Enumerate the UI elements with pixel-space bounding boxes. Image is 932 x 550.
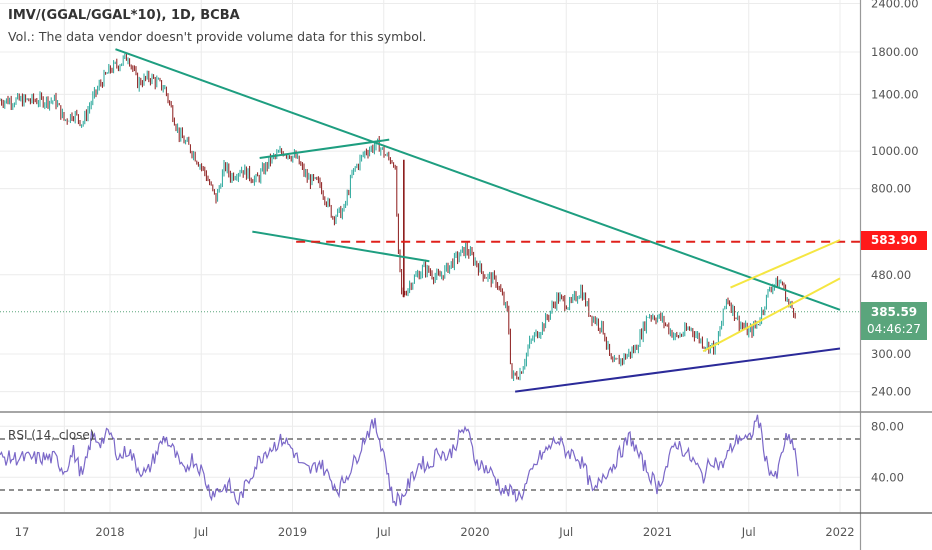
price-tick-label: 480.00 [871, 268, 911, 282]
volume-note: Vol.: The data vendor doesn't provide vo… [8, 29, 427, 44]
rsi-tick-label: 40.00 [871, 470, 904, 484]
grid-lines [0, 0, 860, 512]
time-tick-label: 2021 [643, 525, 672, 539]
drawing-triangle-lower[interactable] [252, 230, 430, 263]
price-tick-label: 800.00 [871, 182, 911, 196]
price-tick-label: 300.00 [871, 347, 911, 361]
time-tick-label: 2022 [825, 525, 854, 539]
rsi-line [0, 414, 799, 507]
time-tick-label: 2020 [460, 525, 489, 539]
rsi-tick-label: 80.00 [871, 419, 904, 433]
time-tick-label: Jul [376, 525, 391, 539]
last-price: 385.59 [870, 305, 918, 319]
price-tick-label: 2400.00 [871, 0, 919, 11]
time-tick-label: Jul [558, 525, 573, 539]
drawing-rising-channel-upper[interactable] [730, 239, 841, 289]
last-price-tag: 385.59 04:46:27 [861, 302, 927, 340]
drawing-ascending-support[interactable] [515, 347, 841, 393]
rsi-pane [0, 414, 799, 507]
time-tick-label: Jul [193, 525, 208, 539]
time-axis-labels[interactable]: 17 2018 Jul 2019 Jul 2020 Jul 2021 Jul 2022 [15, 525, 855, 539]
price-tick-label: 1000.00 [871, 144, 919, 158]
price-candles [0, 52, 860, 381]
price-tick-label: 240.00 [871, 385, 911, 399]
time-tick-label: 2018 [95, 525, 124, 539]
drawing-triangle-upper[interactable] [259, 138, 390, 159]
level-price-tag: 583.90 [861, 231, 927, 250]
price-axis-labels[interactable]: 2400.00 1800.00 1400.00 1000.00 800.00 480.00… [871, 0, 919, 399]
price-tick-label: 1800.00 [871, 45, 919, 59]
rsi-axis-labels: 80.00 40.00 [871, 419, 904, 484]
bar-countdown: 04:46:27 [867, 322, 921, 336]
symbol-title[interactable]: IMV/(GGAL/GGAL*10), 1D, BCBA [8, 8, 240, 23]
drawings-layer[interactable] [115, 48, 860, 393]
drawing-descending-resistance[interactable] [115, 48, 841, 311]
time-tick-label: Jul [741, 525, 756, 539]
rsi-legend[interactable]: RSI (14, close) [8, 428, 95, 442]
price-tick-label: 1400.00 [871, 87, 919, 101]
time-tick-label: 2019 [278, 525, 307, 539]
time-tick-label: 17 [15, 525, 30, 539]
drawing-rising-channel-lower[interactable] [702, 277, 841, 353]
